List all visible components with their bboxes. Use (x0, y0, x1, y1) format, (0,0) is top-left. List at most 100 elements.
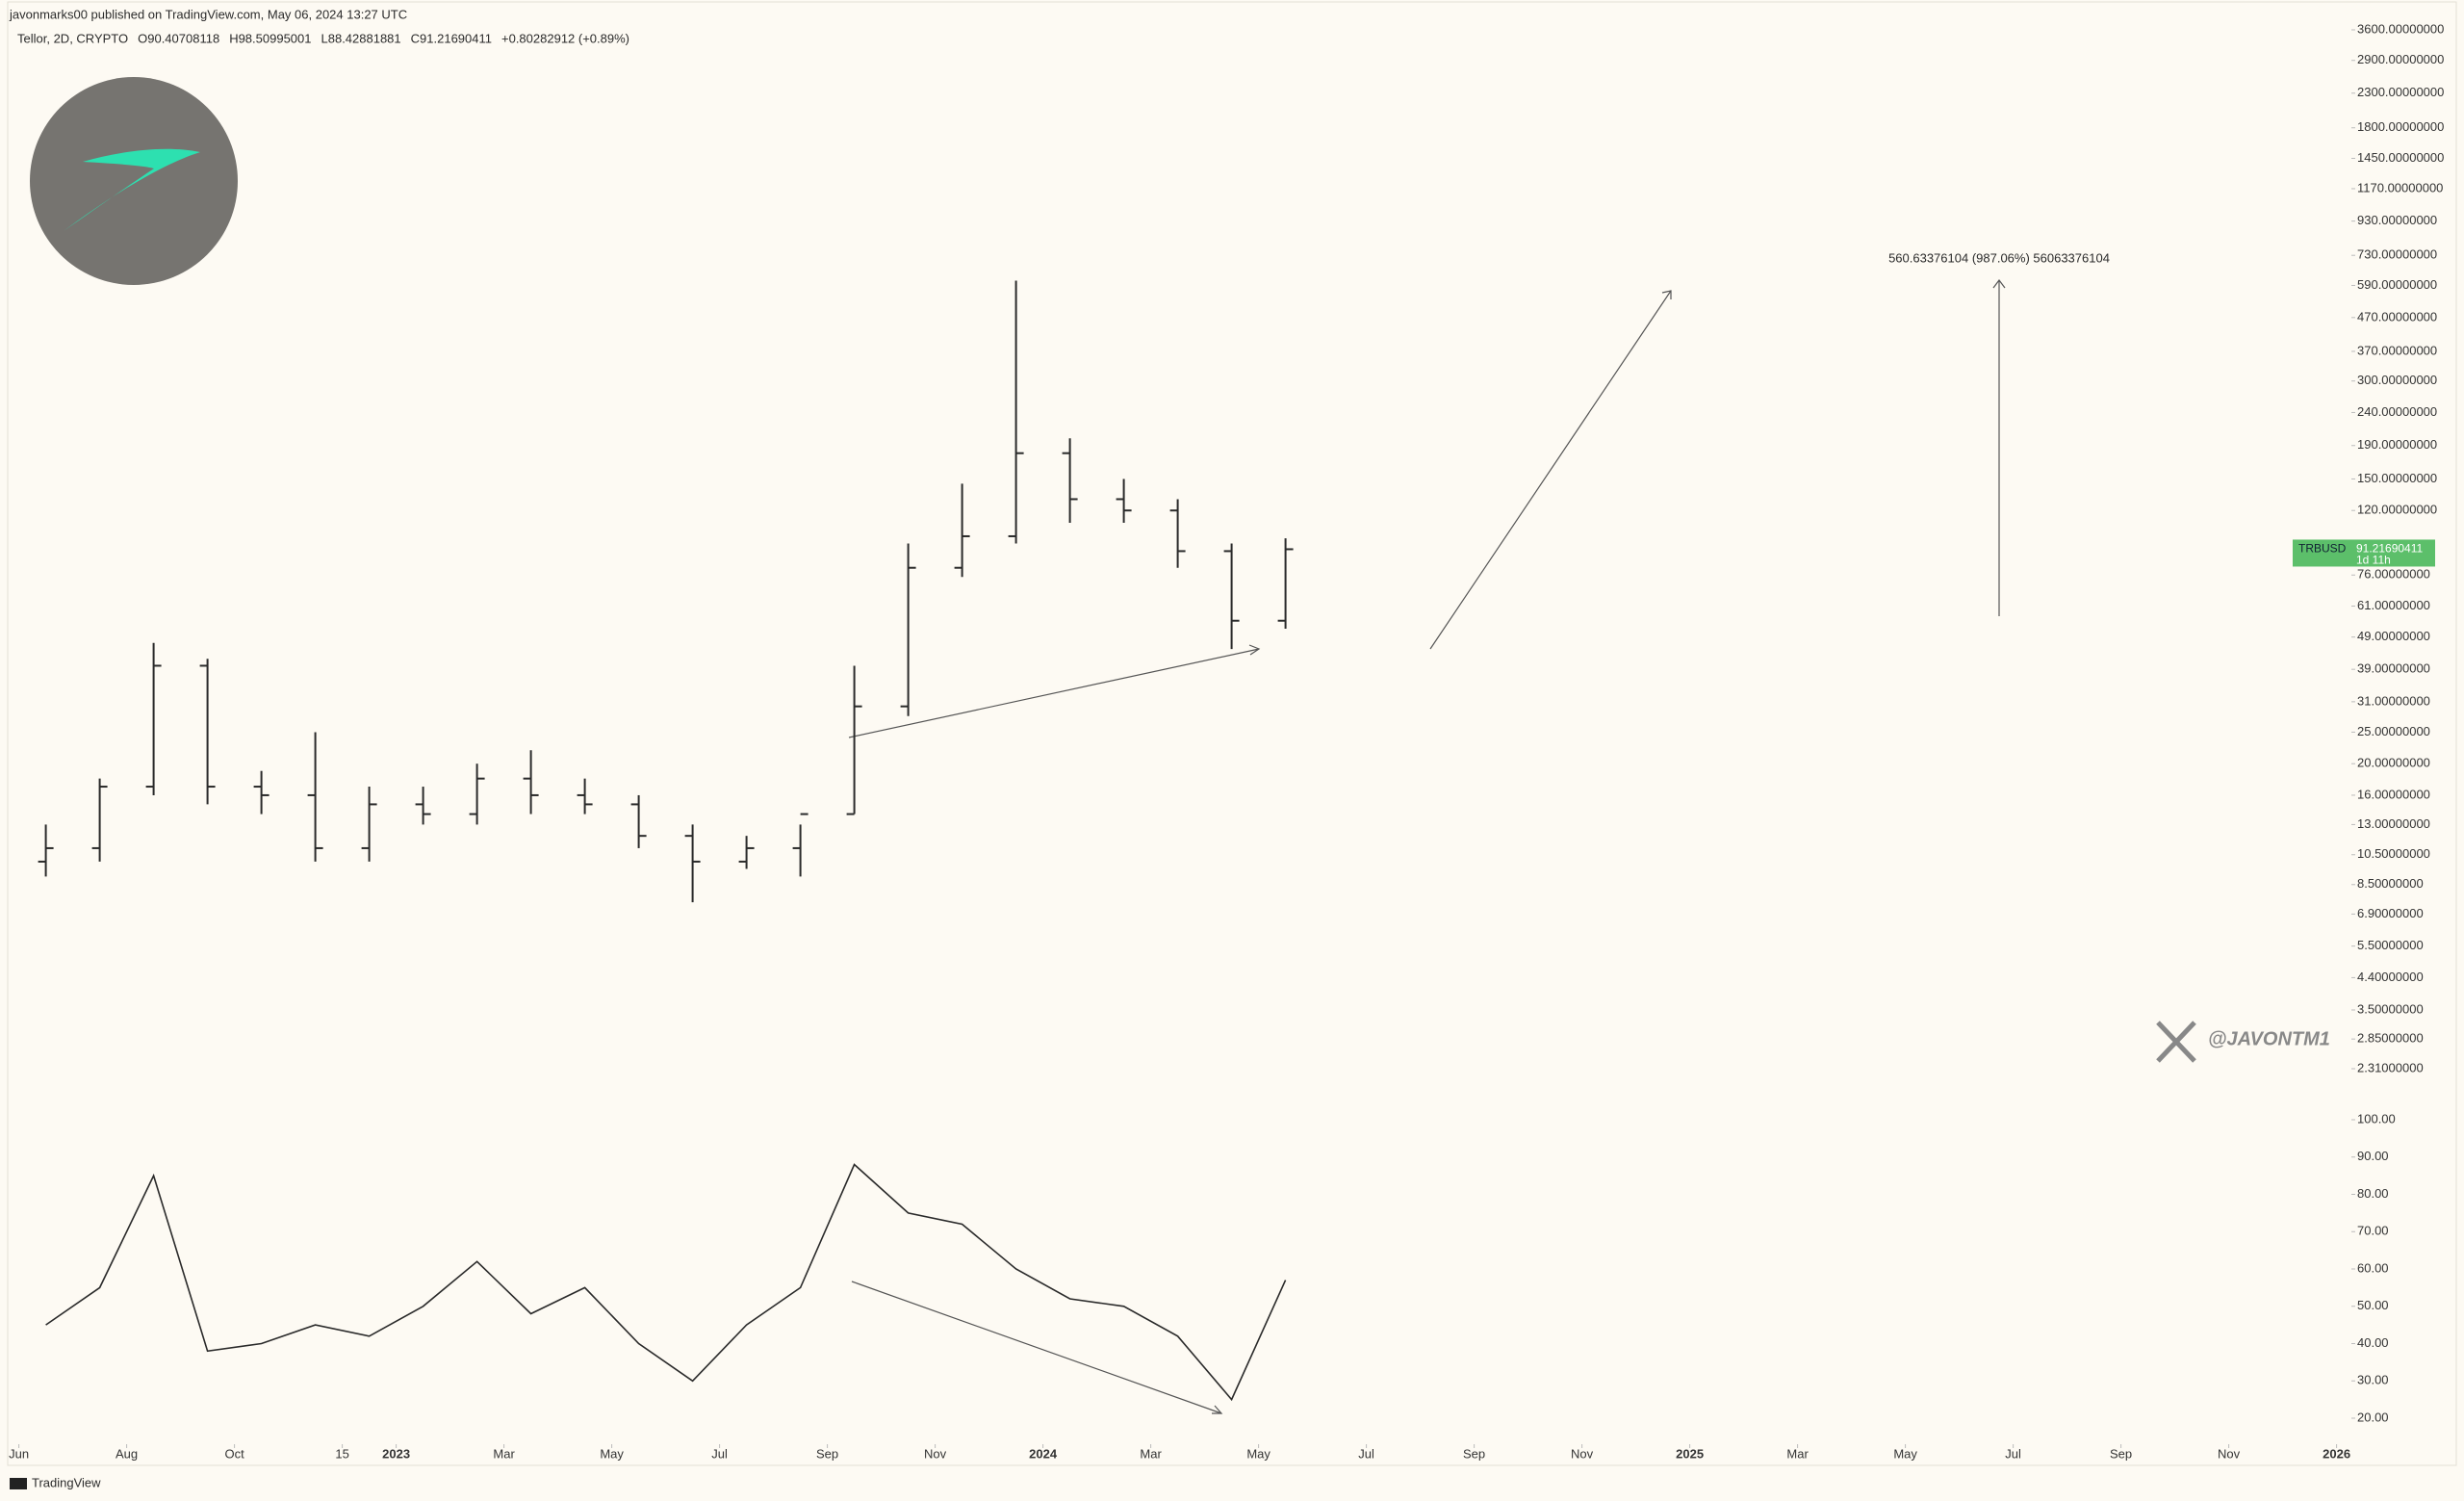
y-tick-label: 40.00 (2357, 1335, 2389, 1350)
ohlc-bar (145, 642, 162, 795)
y-tick-label: 2.85000000 (2357, 1031, 2424, 1046)
y-tick-label: 70.00 (2357, 1224, 2389, 1238)
y-tick-label: 100.00 (2357, 1111, 2396, 1126)
y-tick-label: 3.50000000 (2357, 1001, 2424, 1016)
y-tick-label: 4.40000000 (2357, 970, 2424, 984)
ohlc-bar (1169, 499, 1186, 568)
y-tick-label: 1170.00000000 (2357, 180, 2443, 194)
price-trendline (848, 648, 1260, 738)
y-tick-label: 30.00 (2357, 1373, 2389, 1387)
price-tag-box (2293, 539, 2435, 567)
x-tick-label: 2026 (2323, 1446, 2350, 1461)
x-tick-label: Aug (116, 1446, 138, 1461)
y-tick-label: 5.50000000 (2357, 938, 2424, 952)
x-tick-label: Nov (2218, 1446, 2241, 1461)
x-tick-label: Mar (1140, 1446, 1162, 1461)
y-tick-label: 2.31000000 (2357, 1060, 2424, 1074)
x-tick-label: Sep (1463, 1446, 1485, 1461)
y-tick-label: 240.00000000 (2357, 404, 2437, 419)
ohlc-bar (199, 659, 216, 805)
last-price: 91.21690411 (2356, 542, 2424, 556)
x-tick-label: Mar (1786, 1446, 1809, 1461)
y-tick-label: 1450.00000000 (2357, 150, 2444, 165)
x-tick-label: Sep (816, 1446, 838, 1461)
y-tick-label: 39.00000000 (2357, 661, 2430, 676)
symbol-field: C91.21690411 (411, 31, 492, 45)
y-tick-label: 61.00000000 (2357, 598, 2430, 612)
x-tick-label: May (600, 1446, 624, 1461)
logo (30, 77, 238, 285)
y-tick-label: 370.00000000 (2357, 343, 2437, 357)
y-tick-label: 1800.00000000 (2357, 119, 2444, 134)
ohlc-bar (684, 824, 701, 903)
symbol-tag: TRBUSD (2298, 542, 2347, 556)
arrow-head (1212, 1405, 1223, 1414)
y-tick-label: 3600.00000000 (2357, 21, 2444, 36)
y-tick-label: 76.00000000 (2357, 567, 2430, 582)
measure-label: 560.63376104 (987.06%) 56063376104 (1888, 250, 2110, 265)
y-tick-label: 90.00 (2357, 1149, 2389, 1163)
watermark-text: @JAVONTM1 (2208, 1028, 2330, 1049)
x-tick-label: Nov (1571, 1446, 1594, 1461)
x-tick-label: Oct (224, 1446, 244, 1461)
ohlc-bar (523, 750, 539, 815)
y-tick-label: 120.00000000 (2357, 503, 2437, 517)
y-tick-label: 16.00000000 (2357, 787, 2430, 801)
y-tick-label: 50.00 (2357, 1298, 2389, 1312)
y-tick-label: 20.00 (2357, 1410, 2389, 1424)
ohlc-bar (1008, 280, 1024, 544)
x-tick-label: 15 (335, 1446, 348, 1461)
ohlc-bar (361, 787, 377, 862)
ohlc-bar (38, 824, 54, 877)
x-tick-label: Jul (2005, 1446, 2021, 1461)
ohlc-bar (307, 732, 323, 862)
brand-text: TradingView (32, 1475, 101, 1489)
ohlc-bar (630, 794, 647, 848)
y-tick-label: 590.00000000 (2357, 277, 2437, 292)
ohlc-bar (954, 483, 970, 578)
x-tick-label: Mar (493, 1446, 515, 1461)
ohlc-bar (577, 778, 593, 815)
author-line: javonmarks00 published on TradingView.co… (9, 7, 407, 21)
y-tick-label: 470.00000000 (2357, 309, 2437, 323)
y-tick-label: 6.90000000 (2357, 906, 2424, 920)
y-tick-label: 8.50000000 (2357, 876, 2424, 891)
x-tick-label: 2025 (1676, 1446, 1704, 1461)
ohlc-bar (846, 665, 862, 815)
arrow-head (1992, 279, 2006, 289)
x-tick-label: 2023 (382, 1446, 410, 1461)
x-tick-label: Sep (2110, 1446, 2132, 1461)
y-tick-label: 25.00000000 (2357, 724, 2430, 738)
ohlc-bar (1062, 438, 1078, 523)
symbol-field: Tellor, 2D, CRYPTO (17, 31, 128, 45)
symbol-field: L88.42881881 (321, 31, 401, 45)
y-tick-label: 10.50000000 (2357, 846, 2430, 861)
x-tick-label: May (1246, 1446, 1270, 1461)
x-tick-label: Jun (9, 1446, 29, 1461)
symbol-line: Tellor, 2D, CRYPTO O90.40708118 H98.509950… (17, 31, 629, 45)
y-tick-label: 13.00000000 (2357, 816, 2430, 831)
y-tick-label: 150.00000000 (2357, 471, 2437, 485)
symbol-field: O90.40708118 (138, 31, 219, 45)
y-tick-label: 60.00 (2357, 1260, 2389, 1275)
y-tick-label: 20.00000000 (2357, 756, 2430, 770)
ohlc-bar (1277, 538, 1294, 629)
x-logo (2156, 1021, 2196, 1063)
x-tick-label: Jul (711, 1446, 728, 1461)
ohlc-bar (91, 778, 108, 862)
x-tick-label: Jul (1358, 1446, 1374, 1461)
logo-circle (30, 77, 238, 285)
symbol-field: +0.80282912 (+0.89%) (501, 31, 629, 45)
brand: TradingView (10, 1475, 101, 1489)
drawings (848, 279, 2006, 1414)
ohlc-bar (469, 763, 485, 825)
y-tick-label: 2300.00000000 (2357, 85, 2444, 99)
y-tick-label: 31.00000000 (2357, 693, 2430, 708)
arrow-head (1661, 290, 1672, 299)
y-tick-label: 930.00000000 (2357, 213, 2437, 227)
rsi-trendline (851, 1281, 1222, 1414)
symbol-field: H98.50995001 (229, 31, 311, 45)
ohlc-bar (1223, 543, 1240, 650)
x-tick-label: Nov (924, 1446, 947, 1461)
